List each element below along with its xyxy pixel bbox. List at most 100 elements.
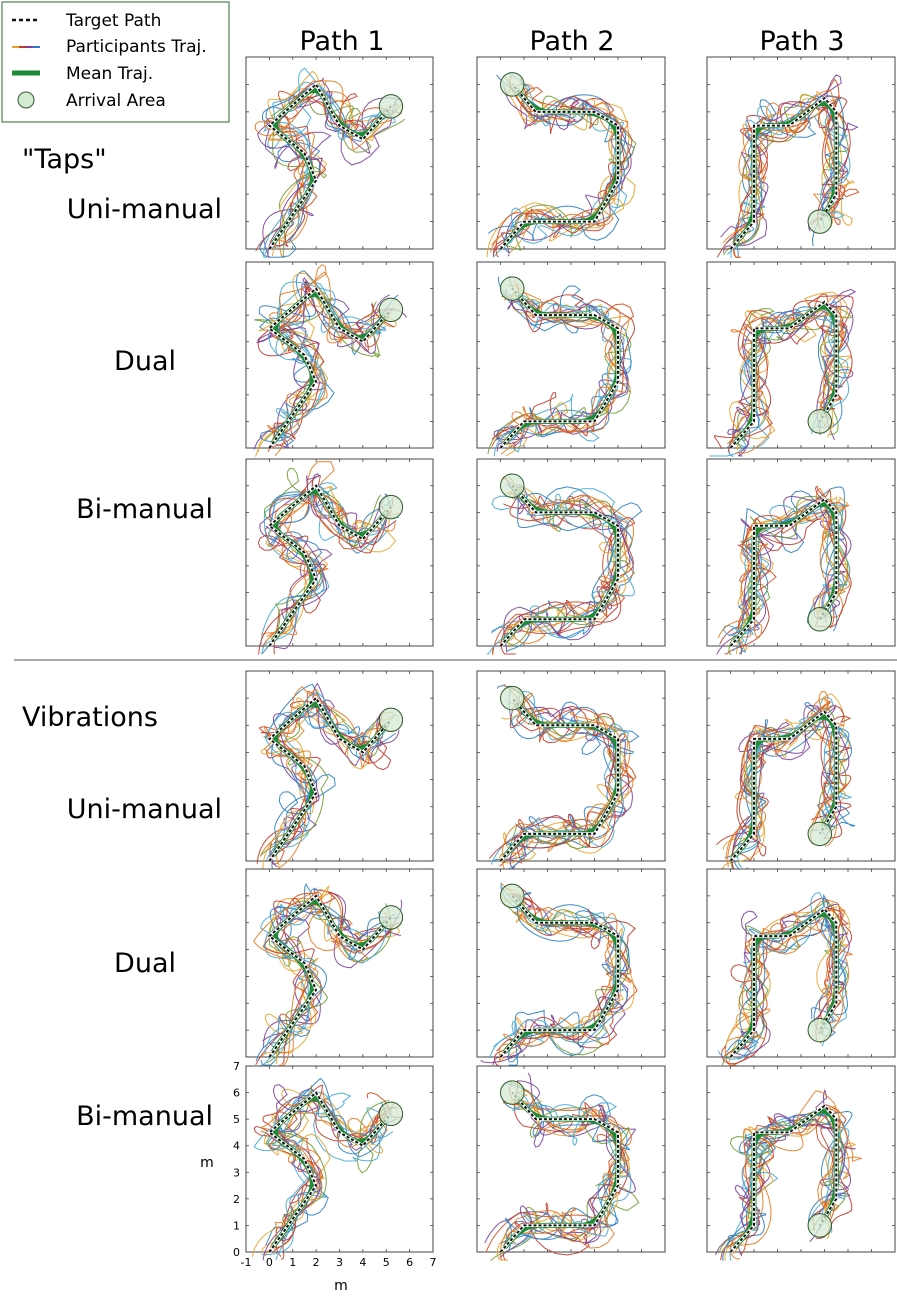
participant-trajectory [733, 78, 860, 258]
target-path [267, 287, 392, 449]
participant-trajectory [263, 80, 403, 244]
participant-trajectory [272, 95, 391, 248]
target-path [267, 484, 392, 647]
panel-frame [245, 670, 434, 862]
target-path [729, 907, 838, 1058]
participant-trajectory [260, 704, 382, 856]
arrival-area [378, 94, 404, 119]
panel-frame [245, 56, 434, 250]
participant-trajectory [271, 706, 396, 870]
target-path [499, 697, 619, 862]
y-tick-label: 7 [233, 1060, 240, 1073]
participant-trajectory [724, 485, 852, 655]
target-path [267, 696, 392, 862]
y-tick-label: 3 [233, 1166, 240, 1179]
row-label-taps-bi-manual: Bi-manual [76, 494, 213, 525]
legend-arrival-label: Arrival Area [66, 91, 166, 111]
participant-trajectory [727, 305, 854, 457]
participant-trajectory [496, 1089, 630, 1261]
row-label-vib-dual: Dual [114, 948, 176, 979]
participant-trajectory [487, 295, 632, 455]
panel-vibrations-dual-path-2 [476, 868, 666, 1066]
target-path [267, 894, 392, 1058]
panel-vibrations-uni-manual-path-1 [245, 670, 434, 870]
participant-trajectory [717, 504, 851, 639]
column-header-path-1: Path 1 [299, 26, 384, 57]
participant-trajectory [731, 704, 852, 870]
x-tick-label: 1 [289, 1256, 296, 1269]
target-path [267, 1091, 392, 1253]
participant-trajectory [501, 692, 634, 870]
target-path [499, 287, 619, 449]
participant-trajectory [737, 893, 849, 1050]
x-axis-label: m [334, 1278, 348, 1294]
participant-trajectory [730, 707, 847, 870]
participant-trajectory [507, 1089, 630, 1249]
participant-trajectory [724, 905, 851, 1049]
participant-trajectory [716, 101, 851, 258]
participant-trajectory [726, 95, 849, 244]
y-tick-label: 6 [233, 1087, 240, 1100]
panel-taps-bi-manual-path-2 [476, 458, 666, 655]
target-path [729, 300, 838, 449]
participant-trajectory [254, 88, 393, 258]
panel-vibrations-bi-manual-path-3 [706, 1065, 896, 1261]
arrival-area [500, 473, 525, 498]
participant-trajectory [734, 913, 849, 1051]
legend-mean-label: Mean Traj. [66, 64, 153, 84]
participant-trajectory [507, 94, 628, 245]
participant-trajectory [505, 1092, 632, 1245]
participant-trajectory [733, 704, 850, 847]
participant-trajectory [728, 903, 848, 1065]
participant-trajectory [263, 888, 403, 1049]
panel-vibrations-bi-manual-path-2 [476, 1065, 666, 1261]
participant-trajectory [490, 1081, 640, 1261]
participant-trajectory [253, 277, 408, 450]
panel-taps-uni-manual-path-3 [706, 56, 896, 258]
participant-trajectory [259, 491, 397, 650]
y-axis-label: m [200, 1155, 214, 1171]
participant-trajectory [485, 1102, 620, 1253]
arrival-area [500, 883, 525, 909]
legend-arrival-symbol [17, 91, 35, 109]
panel-frame [706, 1065, 896, 1253]
arrival-area [500, 276, 525, 301]
legend: Target Path Participants Traj. Mean Traj… [1, 1, 230, 123]
x-tick-label: 3 [336, 1256, 343, 1269]
participant-trajectory [723, 504, 847, 652]
legend-target-label: Target Path [65, 11, 161, 31]
arrival-area [378, 297, 404, 323]
column-header-path-2: Path 2 [529, 26, 614, 57]
arrival-area [378, 905, 404, 930]
participant-trajectory [264, 900, 387, 1055]
panel-taps-uni-manual-path-2 [476, 56, 666, 258]
panels [245, 56, 896, 1261]
panel-taps-bi-manual-path-1 [245, 458, 434, 655]
participant-trajectory [491, 483, 643, 639]
participant-trajectory [502, 1082, 623, 1261]
y-tick-label: 5 [233, 1113, 240, 1126]
target-path [499, 485, 619, 647]
arrival-area [378, 707, 404, 733]
x-tick-label: 4 [359, 1256, 366, 1269]
arrival-area [807, 1017, 833, 1043]
participant-trajectory [492, 284, 630, 440]
x-tick-label: 6 [406, 1256, 413, 1269]
row-label-taps-uni-manual: Uni-manual [67, 194, 222, 225]
participant-trajectory [266, 1087, 398, 1242]
participant-trajectory [730, 897, 853, 1066]
x-tick-label: 2 [313, 1256, 320, 1269]
row-label-vib-uni-manual: Uni-manual [67, 794, 222, 825]
participant-trajectory [271, 1089, 394, 1261]
panel-frame [245, 458, 434, 647]
target-path [499, 895, 619, 1058]
panel-vibrations-bi-manual-path-1 [245, 1065, 434, 1261]
group-label-taps: "Taps" [22, 144, 107, 175]
participant-trajectory [721, 1090, 864, 1252]
y-tick-label: 1 [233, 1219, 240, 1232]
target-path [267, 82, 392, 250]
panel-taps-bi-manual-path-3 [706, 458, 896, 655]
panel-vibrations-dual-path-1 [245, 868, 434, 1066]
participant-trajectory [492, 75, 625, 258]
participant-trajectory [718, 1105, 846, 1254]
